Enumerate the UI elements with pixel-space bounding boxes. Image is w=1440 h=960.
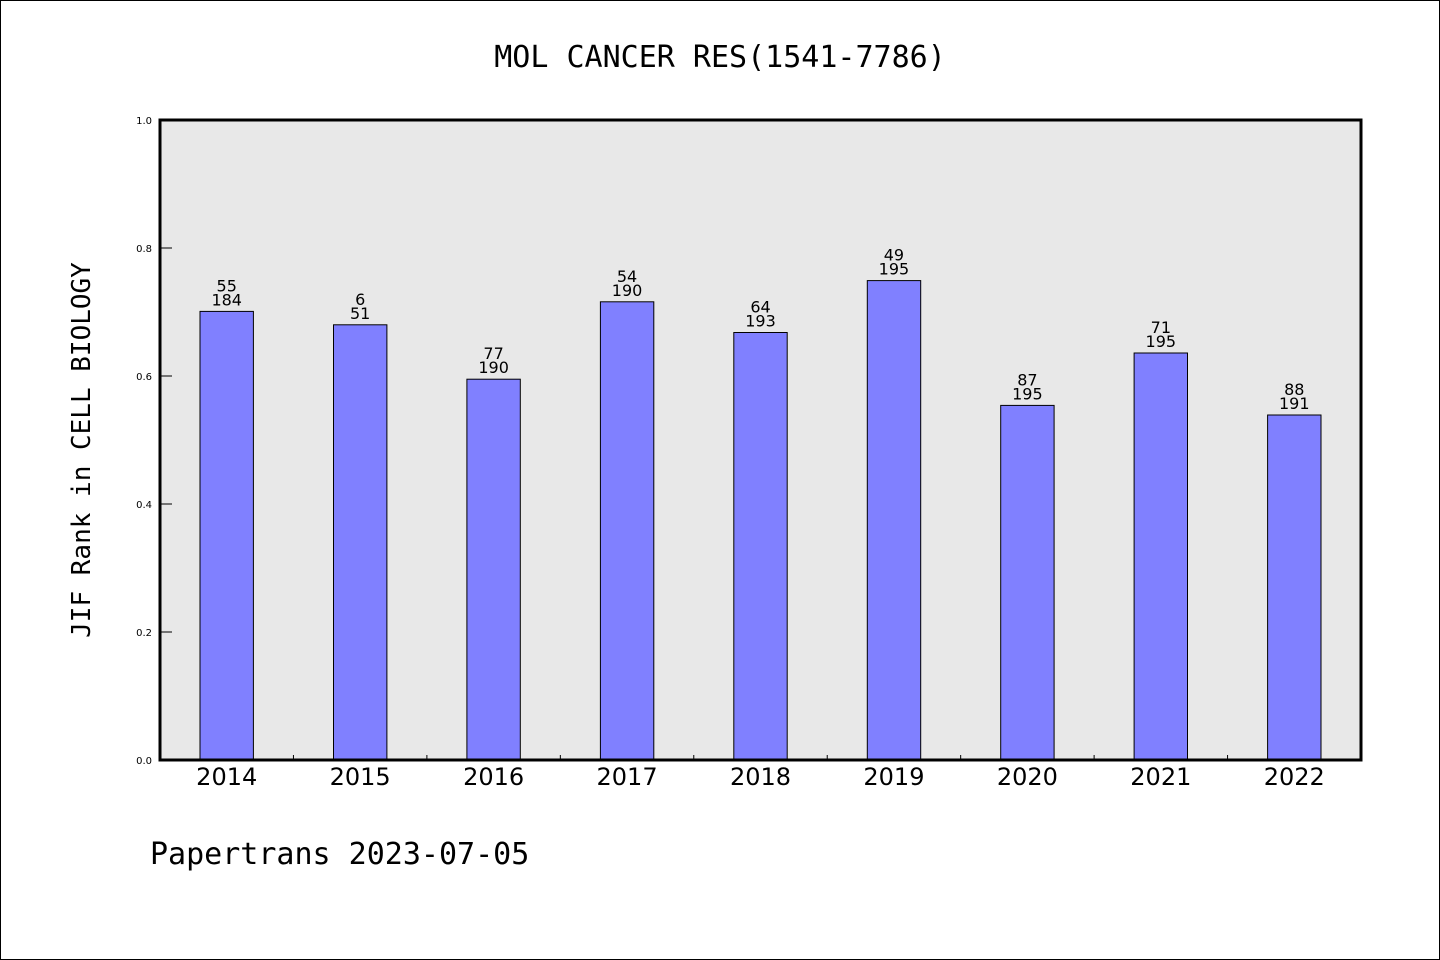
x-tick-label-2017: 2017 bbox=[597, 763, 658, 791]
bar-total-label-2015: 51 bbox=[350, 304, 370, 323]
bar-rank-label-2020: 87 bbox=[1017, 370, 1037, 389]
bar-total-label-2021: 195 bbox=[1146, 332, 1177, 351]
bar-2018 bbox=[733, 332, 788, 761]
bar-2022 bbox=[1267, 414, 1322, 761]
y-tick-label: 0.2 bbox=[136, 628, 152, 639]
bar-2019 bbox=[866, 280, 922, 761]
x-tick-label-2014: 2014 bbox=[196, 763, 257, 791]
bar-total-label-2022: 191 bbox=[1279, 394, 1310, 413]
chart-title: MOL CANCER RES(1541-7786) bbox=[494, 40, 946, 75]
bar-total-label-2014: 184 bbox=[211, 290, 242, 309]
x-tick-label-2021: 2021 bbox=[1130, 763, 1191, 791]
x-tick-label-2015: 2015 bbox=[330, 763, 391, 791]
footer-text: Papertrans 2023-07-05 bbox=[150, 837, 529, 872]
bar-total-label-2016: 190 bbox=[478, 358, 509, 377]
bar-rank-label-2019: 49 bbox=[884, 246, 904, 265]
bar-total-label-2018: 193 bbox=[745, 312, 776, 331]
x-tick-label-2022: 2022 bbox=[1264, 763, 1325, 791]
y-tick-label: 0.0 bbox=[136, 756, 152, 767]
bar-rank-label-2016: 77 bbox=[483, 344, 503, 363]
x-tick-label-2019: 2019 bbox=[863, 763, 924, 791]
plot-border bbox=[158, 118, 1363, 762]
bar-total-label-2017: 190 bbox=[612, 281, 643, 300]
bar-rank-label-2014: 55 bbox=[217, 276, 237, 295]
bar-2016 bbox=[466, 378, 521, 761]
y-axis-label: JIF Rank in CELL BIOLOGY bbox=[67, 262, 97, 638]
bar-2015 bbox=[333, 324, 388, 761]
bar-rank-label-2015: 6 bbox=[355, 290, 365, 309]
x-tick-label-2016: 2016 bbox=[463, 763, 524, 791]
bar-2017 bbox=[599, 301, 655, 761]
y-tick-label: 0.4 bbox=[136, 500, 152, 511]
x-tick-label-2018: 2018 bbox=[730, 763, 791, 791]
x-axis-ticks: 2014 2015 2016 2017 2018 2019 2020 2021 2022 bbox=[196, 755, 1325, 791]
bar-rank-label-2022: 88 bbox=[1284, 380, 1304, 399]
bar-rank-label-2018: 64 bbox=[750, 298, 770, 317]
y-tick-label: 0.6 bbox=[136, 372, 152, 383]
bar-total-label-2020: 195 bbox=[1012, 384, 1043, 403]
y-tick-label: 1.0 bbox=[136, 116, 152, 127]
bar-2020 bbox=[1000, 404, 1055, 761]
bar-total-label-2019: 195 bbox=[879, 260, 910, 279]
bar-rank-label-2017: 54 bbox=[617, 267, 637, 286]
x-tick-label-2020: 2020 bbox=[997, 763, 1058, 791]
bar-rank-label-2021: 71 bbox=[1151, 318, 1171, 337]
bar-2021 bbox=[1133, 352, 1188, 761]
bar-2014 bbox=[199, 310, 254, 761]
y-tick-label: 0.8 bbox=[136, 244, 152, 255]
